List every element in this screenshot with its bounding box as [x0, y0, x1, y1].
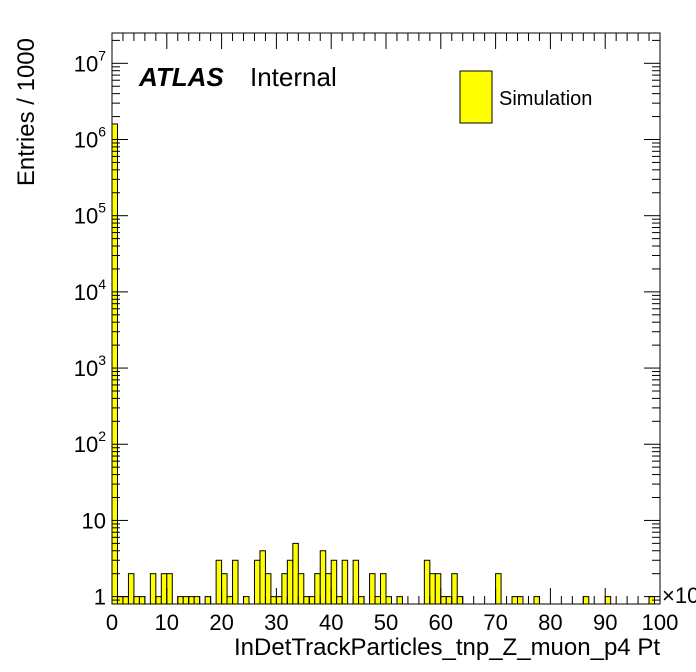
x-tick-label: 80 — [538, 610, 562, 635]
histogram-bar — [434, 573, 442, 605]
x-tick-labels: 0 10 20 30 40 50 60 70 80 90 100 — [106, 610, 678, 635]
x-axis-ticks — [111, 33, 661, 604]
histogram-bar — [341, 559, 349, 605]
histogram-bar — [380, 573, 387, 605]
plot-frame — [111, 32, 661, 605]
y-tick-label: 106 — [74, 124, 106, 153]
histogram-bar — [451, 573, 458, 605]
histogram-bar — [264, 573, 272, 605]
histogram-bar — [259, 550, 266, 605]
histogram-bar — [445, 596, 453, 605]
histogram-bar — [330, 559, 338, 605]
histogram-bar — [270, 596, 277, 605]
y-axis-ticks — [112, 39, 660, 605]
histogram-bar — [604, 596, 612, 605]
histogram-bar — [582, 596, 590, 605]
histogram-bar — [495, 573, 502, 605]
histogram-bar — [352, 559, 360, 605]
histogram-bar — [193, 596, 201, 605]
histogram-bar — [308, 596, 316, 605]
x-tick-label: 70 — [483, 610, 507, 635]
y-tick-label: 104 — [74, 276, 106, 305]
histogram-bar — [336, 596, 343, 605]
histogram-bar — [286, 559, 294, 605]
histogram-bar — [188, 596, 195, 605]
histogram-bar — [369, 573, 376, 605]
histogram-bar — [232, 559, 239, 605]
histogram-bar — [122, 596, 129, 605]
histogram-bar — [396, 596, 403, 605]
y-tick-label: 105 — [74, 200, 106, 229]
histogram-bar — [325, 573, 332, 605]
x-axis-title: InDetTrackParticles_tnp_Z_muon_p4 Pt — [234, 634, 660, 661]
histogram-bars — [111, 123, 656, 605]
histogram-bar — [517, 596, 524, 605]
histogram-bar — [149, 573, 157, 605]
histogram-bar — [456, 596, 464, 605]
histogram-bar — [133, 596, 140, 605]
histogram-bar — [292, 542, 299, 605]
histogram-bar — [511, 596, 519, 605]
y-tick-label: 103 — [74, 352, 106, 381]
histogram-bar — [166, 573, 173, 605]
x-tick-label: 10 — [155, 610, 179, 635]
histogram-bar — [226, 596, 234, 605]
histogram-bar — [303, 596, 310, 605]
histogram-bar — [204, 596, 212, 605]
histogram-bar — [177, 596, 184, 605]
histogram-bar — [138, 596, 146, 605]
histogram-bar — [385, 596, 392, 605]
x-tick-label: 0 — [106, 610, 118, 635]
x-tick-label: 100 — [642, 610, 679, 635]
histogram-bar — [160, 573, 168, 605]
x-tick-label: 40 — [319, 610, 343, 635]
y-tick-labels: 1 10 102 103 104 105 106 107 — [74, 47, 106, 609]
internal-label: Internal — [250, 62, 337, 92]
histogram-bar — [243, 596, 250, 605]
legend-swatch — [459, 70, 493, 124]
histogram-bar — [319, 550, 327, 605]
histogram-bar — [533, 596, 540, 605]
histogram-bar — [275, 596, 283, 605]
histogram-bar — [423, 559, 431, 605]
histogram-bar — [297, 573, 305, 605]
histogram-bar — [314, 573, 321, 605]
y-tick-label: 1 — [94, 585, 106, 610]
histogram-bar — [358, 596, 365, 605]
histogram-bar — [127, 573, 135, 605]
histogram-bar — [221, 573, 228, 605]
y-tick-label: 107 — [74, 47, 106, 76]
histogram-bar — [429, 573, 436, 605]
x-tick-label: 20 — [209, 610, 233, 635]
x-tick-label: 30 — [264, 610, 288, 635]
histogram-bar — [374, 596, 382, 605]
histogram-bar — [281, 573, 288, 605]
x-tick-label: 90 — [593, 610, 617, 635]
x-axis-multiplier: ×10 — [662, 583, 696, 608]
histogram-bar — [440, 596, 447, 605]
y-axis-title: Entries / 1000 — [13, 38, 40, 186]
y-tick-label: 10 — [82, 508, 106, 533]
histogram-bar — [253, 559, 261, 605]
histogram-bar — [215, 559, 223, 605]
atlas-label: ATLAS — [138, 62, 224, 92]
histogram-bar — [155, 596, 162, 605]
legend-label: Simulation — [499, 88, 592, 110]
y-tick-label: 102 — [74, 428, 106, 457]
x-tick-label: 60 — [429, 610, 453, 635]
histogram-bar — [182, 596, 190, 605]
x-tick-label: 50 — [374, 610, 398, 635]
